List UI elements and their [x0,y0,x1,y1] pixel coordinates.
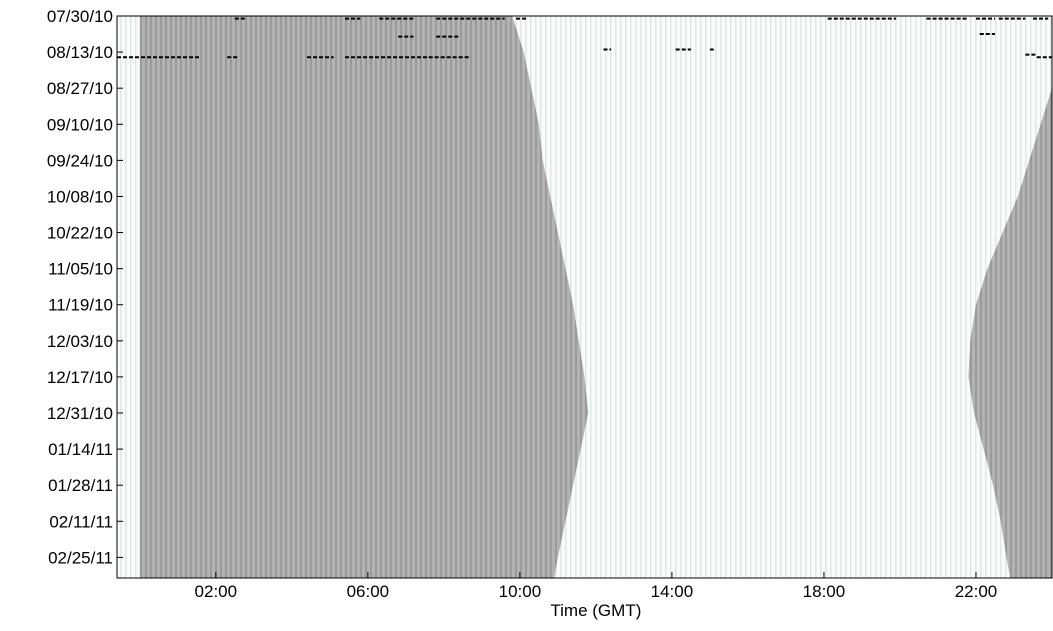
y-tick-label: 08/27/10 [47,79,113,98]
y-tick-label: 02/11/11 [49,512,113,531]
x-tick-label: 02:00 [195,582,238,601]
x-axis-title: Time (GMT) [550,601,641,620]
y-tick-label: 10/22/10 [47,224,113,243]
night-region-sunrise [139,16,589,578]
x-tick-label: 06:00 [347,582,390,601]
y-axis: 07/30/10 08/13/10 08/27/10 09/10/10 09/24/10… [47,7,123,567]
x-tick-label: 10:00 [499,582,542,601]
y-tick-label: 11/05/10 [48,260,113,279]
x-axis: 02:00 06:00 10:00 14:00 18:00 22:00 [195,572,998,601]
y-tick-label: 11/19/10 [48,296,113,315]
y-tick-label: 10/08/10 [47,187,113,206]
y-tick-label: 09/24/10 [47,151,113,170]
y-tick-label: 01/28/11 [48,476,113,495]
y-tick-label: 12/03/10 [47,332,113,351]
y-tick-label: 09/10/10 [47,115,113,134]
night-region-sunset [968,16,1052,578]
y-tick-label: 12/31/10 [47,404,113,423]
plot-frame [116,15,1053,579]
plot-area [117,16,1052,578]
y-tick-label: 07/30/10 [47,7,113,26]
y-tick-label: 02/25/11 [48,548,113,567]
y-tick-label: 08/13/10 [47,43,113,62]
y-tick-label: 01/14/11 [48,440,113,459]
x-tick-label: 18:00 [803,582,846,601]
x-tick-label: 14:00 [651,582,694,601]
y-tick-label: 12/17/10 [47,368,113,387]
x-tick-label: 22:00 [955,582,998,601]
